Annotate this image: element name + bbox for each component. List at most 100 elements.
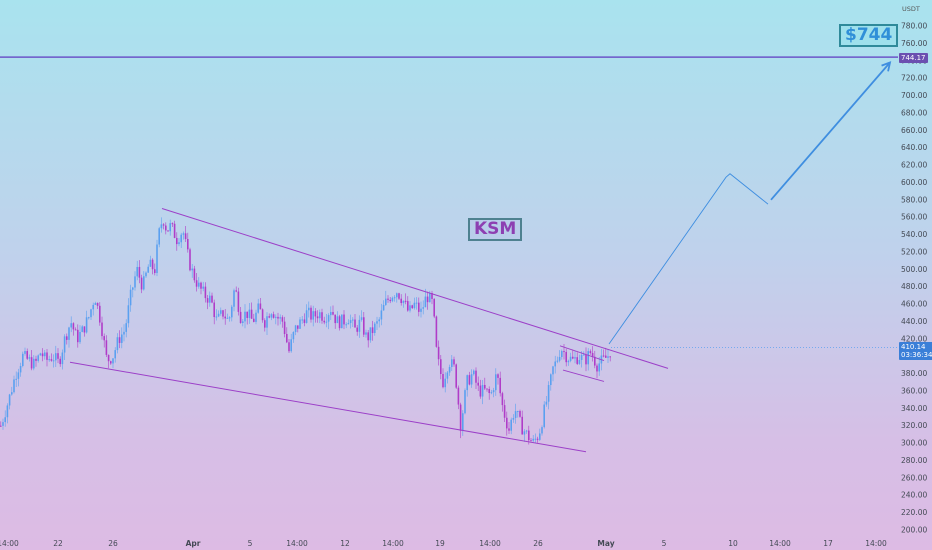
- candle-up: [345, 324, 347, 326]
- price-tick-label: 600.00: [901, 178, 927, 187]
- candle-up: [191, 268, 193, 271]
- candle-down: [297, 325, 299, 329]
- candle-up: [279, 317, 281, 319]
- candle-down: [138, 266, 141, 278]
- candle-down: [589, 351, 592, 354]
- candle-down: [154, 269, 156, 274]
- candle-up: [290, 339, 292, 352]
- candle-up: [378, 319, 380, 322]
- candle-up: [424, 296, 427, 308]
- candle-down: [268, 316, 270, 318]
- candle-down: [288, 342, 290, 352]
- price-tick-label: 300.00: [901, 439, 927, 448]
- candle-up: [275, 316, 277, 318]
- candle-down: [235, 290, 237, 292]
- price-tick-label: 580.00: [901, 195, 927, 204]
- candle-down: [224, 316, 226, 319]
- candle-down: [594, 356, 596, 366]
- candle-up: [301, 319, 303, 321]
- candle-up: [136, 266, 138, 277]
- candle-down: [418, 302, 420, 312]
- candle-down: [332, 312, 334, 315]
- candle-down: [605, 355, 607, 358]
- candle-down: [501, 393, 504, 406]
- candle-up: [19, 365, 22, 373]
- candle-up: [81, 326, 83, 332]
- candle-down: [30, 357, 33, 369]
- candle-down: [407, 301, 409, 311]
- candle-down: [404, 300, 407, 302]
- candle-down: [440, 359, 442, 374]
- candle-down: [118, 337, 121, 343]
- candle-up: [121, 334, 123, 343]
- candle-up: [123, 331, 125, 335]
- candle-down: [46, 352, 48, 360]
- candle-up: [448, 366, 451, 373]
- candle-up: [451, 359, 453, 367]
- candle-down: [442, 373, 444, 388]
- candle-down: [204, 286, 207, 299]
- time-tick-label: 19: [435, 539, 445, 548]
- candle-up: [226, 317, 229, 319]
- candle-down: [499, 377, 501, 394]
- candle-down: [486, 388, 488, 390]
- candle-down: [110, 361, 112, 364]
- target-price-tag: 744.17: [899, 53, 928, 63]
- candle-down: [457, 387, 460, 405]
- candle-up: [217, 313, 220, 317]
- time-tick-label: 26: [533, 539, 543, 548]
- candle-up: [63, 336, 66, 353]
- candle-up: [413, 302, 416, 309]
- candle-up: [545, 401, 548, 405]
- candle-up: [299, 319, 301, 329]
- candle-up: [143, 276, 145, 290]
- candle-down: [83, 326, 86, 333]
- candle-up: [215, 316, 218, 318]
- candle-down: [57, 353, 59, 359]
- candle-up: [567, 360, 570, 363]
- price-axis[interactable]: USDT 200.00 220.00 240.00 260.00 280.00 300.0…: [901, 5, 927, 535]
- price-tick-label: 780.00: [901, 22, 927, 31]
- candle-down: [200, 282, 202, 289]
- price-tick-label: 240.00: [901, 491, 927, 500]
- price-tick-label: 340.00: [901, 404, 927, 413]
- time-tick-label: 14:00: [865, 539, 887, 548]
- candle-down: [475, 370, 477, 383]
- candle-down: [303, 319, 306, 323]
- candle-up: [539, 433, 541, 440]
- candle-up: [132, 287, 134, 290]
- candle-up: [242, 321, 244, 323]
- candle-down: [211, 295, 213, 303]
- candle-up: [490, 392, 493, 394]
- candle-up: [244, 311, 246, 322]
- price-tick-label: 380.00: [901, 369, 927, 378]
- candle-down: [459, 404, 462, 431]
- candle-up: [94, 303, 97, 305]
- candle-up: [127, 305, 130, 324]
- candle-down: [536, 438, 539, 440]
- price-tick-label: 700.00: [901, 91, 927, 100]
- candle-down: [250, 309, 253, 319]
- candle-down: [107, 354, 110, 362]
- time-axis[interactable]: 14:00 22 26 Apr 5 14:00 12 14:00 19 14:00 26 May 5 10…: [0, 539, 887, 548]
- projection-arrow-head: [881, 61, 892, 72]
- candle-down: [77, 329, 79, 343]
- price-tick-label: 560.00: [901, 213, 927, 222]
- candle-down: [591, 353, 594, 357]
- candle-up: [149, 259, 152, 267]
- candle-down: [277, 316, 279, 319]
- candle-down: [338, 316, 341, 329]
- candle-up: [374, 323, 376, 334]
- candle-down: [506, 417, 508, 429]
- current-price-tag: 410.14 03:36:34: [899, 342, 932, 360]
- candle-up: [543, 404, 545, 428]
- candle-down: [433, 298, 435, 317]
- candle-up: [492, 390, 495, 393]
- candle-down: [426, 296, 429, 303]
- price-tick-label: 280.00: [901, 456, 927, 465]
- candle-down: [253, 318, 255, 322]
- target-price-label: $744: [839, 24, 899, 47]
- candle-up: [220, 310, 222, 314]
- candle-up: [598, 363, 600, 372]
